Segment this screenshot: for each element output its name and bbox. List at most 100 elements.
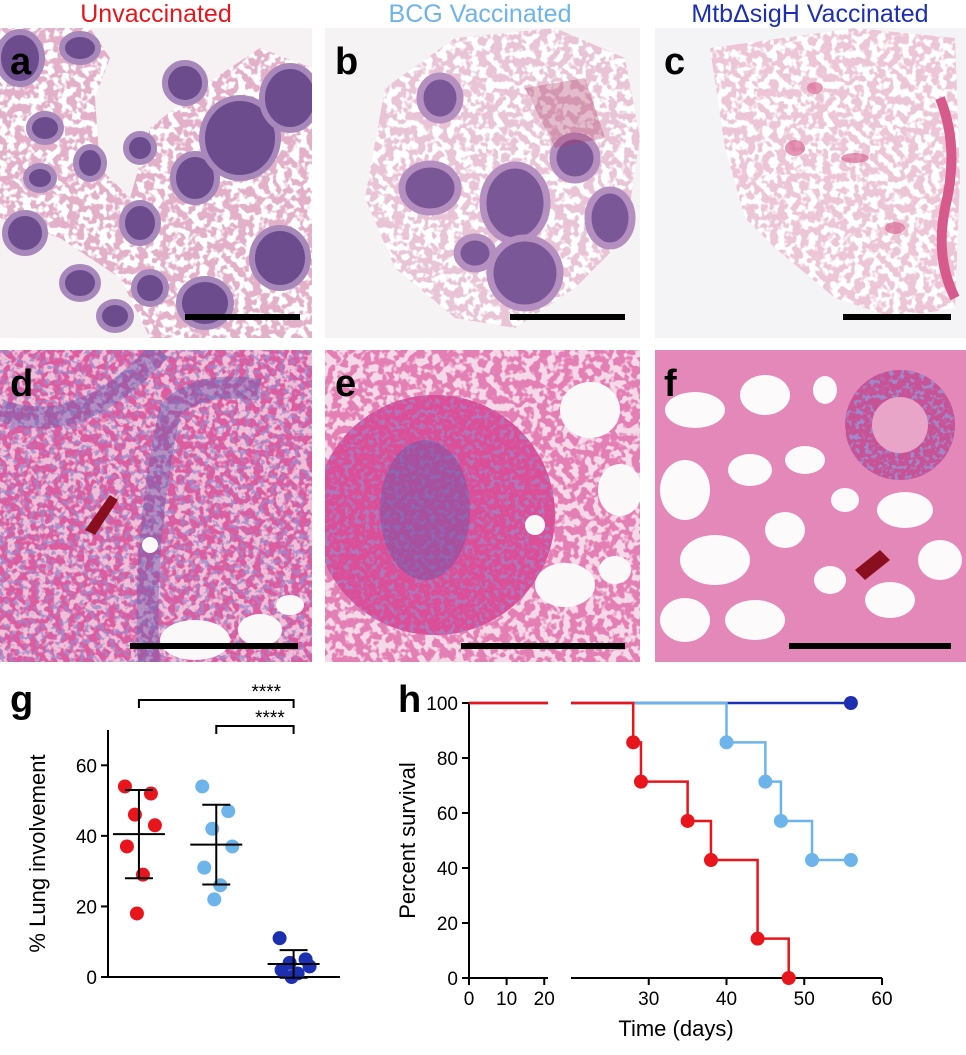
tissue-ellipse — [59, 31, 101, 65]
micrograph — [0, 28, 312, 338]
data-point — [197, 860, 212, 875]
tissue-ellipse — [73, 144, 107, 182]
tissue-ellipse — [486, 234, 564, 312]
tissue-ellipse — [160, 620, 230, 660]
data-point — [758, 774, 773, 789]
tissue-ellipse — [665, 392, 725, 428]
y-tick-label: 100 — [426, 694, 458, 715]
y-tick-label: 0 — [447, 969, 458, 990]
panel-label: h — [398, 679, 421, 721]
y-tick-label: 60 — [437, 804, 458, 825]
tissue-ellipse — [598, 464, 640, 516]
survival-line — [469, 701, 851, 862]
data-point — [302, 959, 317, 974]
tissue-ellipse — [26, 111, 64, 145]
tissue-ellipse — [599, 556, 631, 584]
tissue-ellipse — [785, 446, 825, 474]
x-tick-label: 0 — [464, 989, 475, 1010]
tissue-ellipse — [453, 233, 497, 273]
tissue-rect — [0, 350, 312, 662]
tissue-ellipse — [765, 512, 805, 548]
tissue-ellipse — [96, 299, 134, 333]
x-tick-label: 10 — [496, 989, 517, 1010]
tissue-ellipse — [0, 29, 45, 87]
panel-label: c — [664, 41, 685, 83]
y-axis-label: % Lung involvement — [25, 754, 50, 952]
tissue-ellipse — [807, 82, 823, 94]
x-tick-label: 50 — [794, 989, 815, 1010]
tissue-circle — [325, 395, 555, 635]
y-tick-label: 20 — [76, 897, 97, 918]
tissue-ellipse — [59, 264, 101, 302]
tissue-ellipse — [813, 376, 837, 404]
tissue-g — [525, 382, 640, 607]
data-point — [129, 906, 144, 921]
tissue-ellipse — [259, 63, 312, 133]
tissue-ellipse — [535, 563, 595, 607]
tissue-ellipse — [740, 375, 790, 415]
tissue-ellipse — [831, 488, 859, 512]
tissue-ellipse — [2, 210, 48, 256]
tissue-ellipse — [660, 598, 710, 642]
panel-label: f — [664, 363, 677, 405]
micrograph — [0, 350, 312, 662]
tissue-ellipse — [560, 382, 620, 438]
significance-bracket — [215, 725, 295, 734]
tissue-ellipse — [119, 200, 161, 246]
tissue-ellipse — [416, 72, 464, 124]
tissue-path — [855, 550, 890, 580]
data-point — [633, 774, 648, 789]
y-tick-label: 20 — [437, 914, 458, 935]
tissue-ellipse — [380, 440, 470, 580]
tissue-g — [142, 537, 304, 660]
tissue-path — [935, 96, 960, 301]
tissue-ellipse — [199, 95, 281, 181]
tissue-ellipse — [23, 163, 57, 193]
x-tick-label: 40 — [716, 989, 737, 1010]
tissue-ellipse — [479, 161, 551, 245]
panel-label: a — [10, 41, 32, 83]
micrograph — [325, 350, 640, 662]
column-header: Unvaccinated — [80, 0, 231, 28]
x-tick-label: 30 — [638, 989, 659, 1010]
data-point — [843, 696, 858, 710]
data-point — [272, 931, 287, 946]
micrograph — [325, 28, 640, 338]
tissue-ellipse — [131, 269, 169, 307]
tissue-ellipse — [276, 595, 304, 615]
tissue-path — [0, 350, 262, 662]
data-point — [719, 735, 734, 750]
data-point — [781, 971, 796, 985]
data-point — [626, 735, 641, 750]
data-point — [773, 813, 788, 828]
data-point — [274, 962, 289, 977]
micrograph — [655, 28, 966, 338]
micrograph — [655, 350, 966, 662]
tissue-ellipse — [728, 454, 772, 486]
tissue-ellipse — [162, 60, 208, 106]
tissue-ellipse — [238, 614, 282, 646]
tissue-circle — [872, 397, 928, 453]
tissue-ellipse — [785, 140, 805, 156]
tissue-ellipse — [525, 515, 545, 535]
tissue-ellipse — [865, 582, 915, 618]
tissue-ellipse — [918, 540, 962, 580]
data-point — [147, 818, 162, 833]
significance-bracket — [137, 699, 295, 708]
column-header: MtbΔsigH Vaccinated — [691, 0, 928, 28]
y-tick-label: 40 — [76, 827, 97, 848]
y-tick-label: 40 — [437, 859, 458, 880]
data-point — [195, 779, 210, 794]
x-tick-label: 60 — [871, 989, 892, 1010]
x-axis-label: Time (days) — [618, 1016, 733, 1041]
data-point — [843, 853, 858, 868]
data-point — [143, 786, 158, 801]
panel-label: g — [10, 679, 33, 721]
y-tick-label: 60 — [76, 756, 97, 777]
tissue-g — [398, 72, 636, 312]
y-axis-label: Percent survival — [395, 762, 420, 919]
tissue-ellipse — [814, 566, 846, 594]
tissue-ellipse — [123, 131, 157, 165]
